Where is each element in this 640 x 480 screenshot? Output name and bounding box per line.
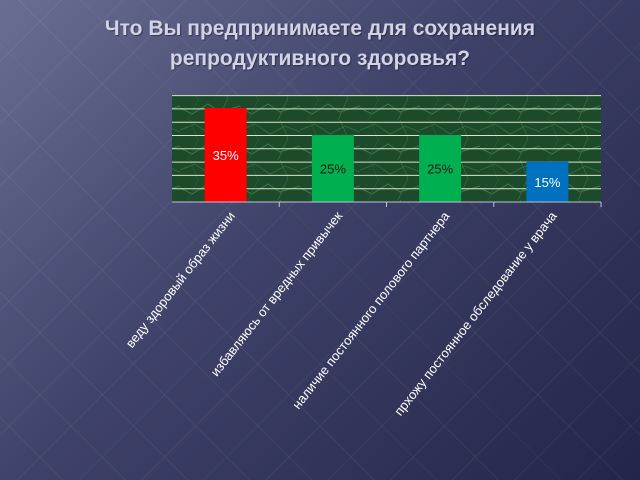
data-label: 25% (427, 161, 453, 176)
bar (526, 161, 569, 202)
x-axis (172, 201, 602, 207)
data-label: 15% (534, 175, 560, 190)
bar (419, 134, 462, 202)
bar (311, 134, 354, 202)
data-label: 25% (320, 161, 346, 176)
data-label: 35% (213, 148, 239, 163)
bars (204, 108, 569, 202)
chart-title: Что Вы предпринимаете для сохранения реп… (104, 17, 536, 70)
bar (204, 108, 247, 202)
category-label: веду здоровый образ жизни (122, 209, 238, 351)
category-label: избавляюсь от вредных привычек (207, 208, 345, 379)
data-labels: 35% 25% 25% 15% (213, 148, 561, 190)
